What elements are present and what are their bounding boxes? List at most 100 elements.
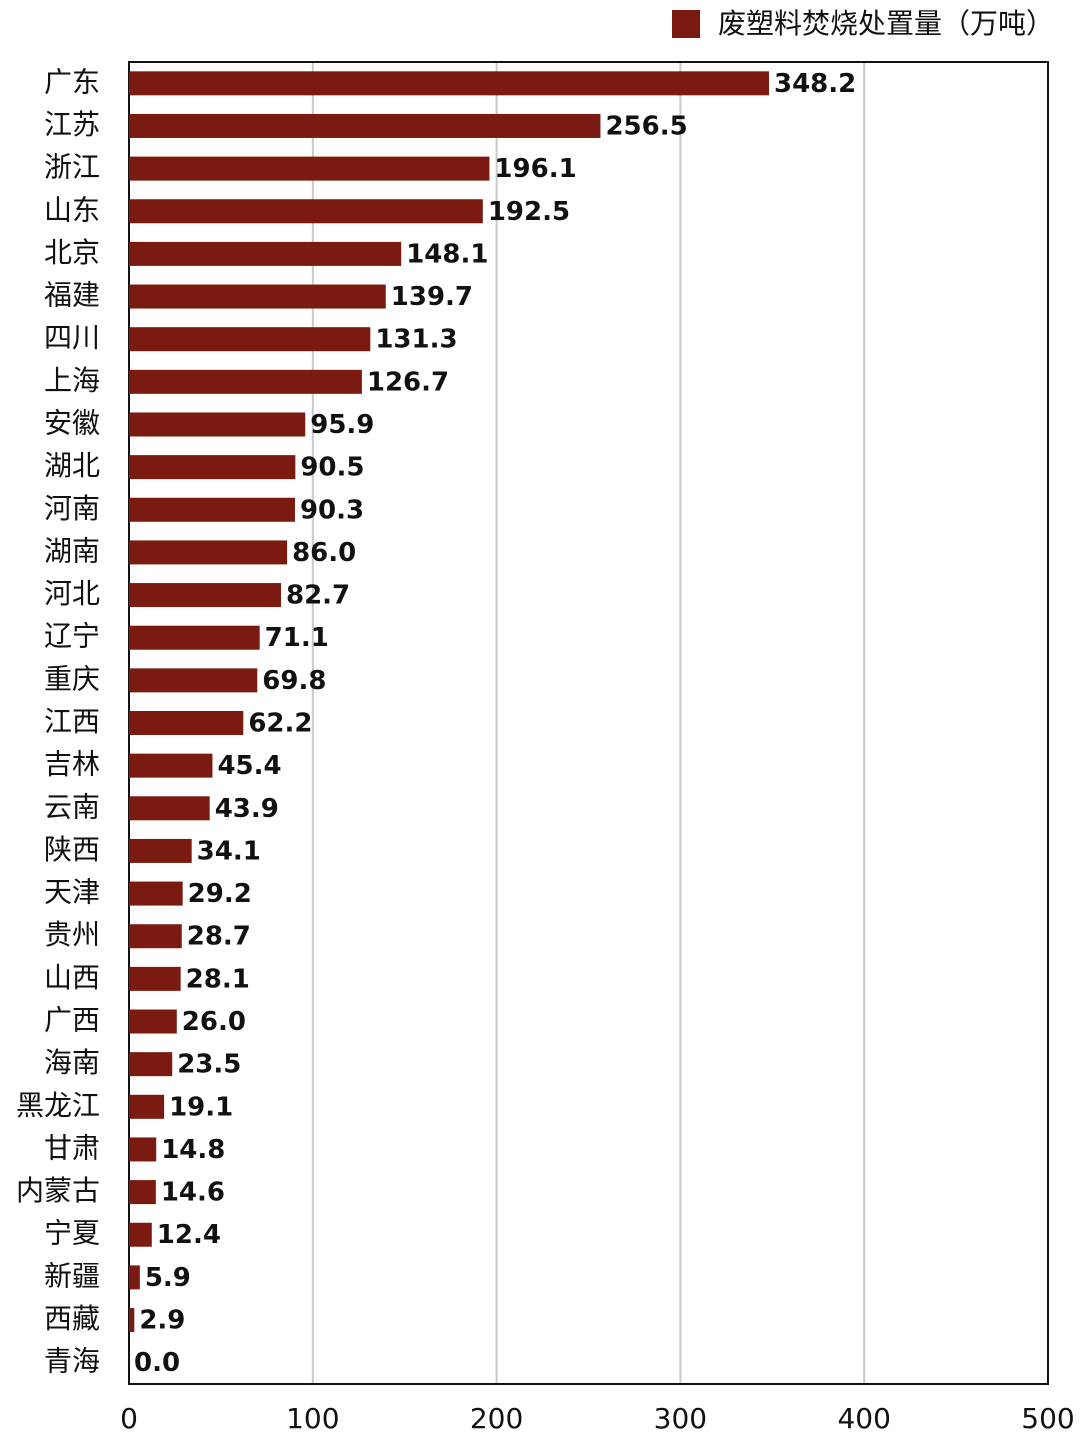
data-label: 82.7 (286, 581, 350, 611)
y-tick-label: 云南 (44, 790, 100, 823)
data-label: 2.9 (139, 1306, 185, 1336)
bar (129, 1137, 157, 1162)
data-label: 34.1 (197, 836, 261, 866)
data-label: 28.1 (186, 964, 250, 994)
y-tick-label: 湖北 (44, 449, 100, 482)
y-tick-label: 山西 (44, 961, 100, 994)
legend-swatch (672, 10, 700, 38)
data-label: 19.1 (169, 1092, 233, 1122)
y-tick-label: 湖南 (44, 534, 100, 567)
y-tick-label: 山东 (44, 193, 100, 226)
bar (129, 796, 210, 821)
bar (129, 583, 282, 608)
bar (129, 156, 490, 181)
bar (129, 1009, 177, 1034)
x-tick-label: 500 (1021, 1402, 1074, 1435)
x-tick-label: 300 (654, 1402, 707, 1435)
data-label: 45.4 (217, 751, 281, 781)
data-label: 196.1 (494, 154, 576, 184)
legend-label: 废塑料焚烧处置量（万吨） (718, 7, 1054, 40)
bar (129, 838, 192, 863)
data-label: 148.1 (406, 239, 488, 269)
y-tick-label: 宁夏 (44, 1217, 100, 1250)
data-label: 14.8 (161, 1135, 225, 1165)
y-tick-label: 福建 (44, 279, 100, 312)
y-tick-label: 新疆 (44, 1259, 100, 1292)
y-tick-label: 陕西 (44, 833, 100, 866)
y-tick-label: 内蒙古 (16, 1174, 100, 1207)
y-tick-label: 北京 (44, 236, 100, 269)
data-label: 26.0 (182, 1007, 246, 1037)
bar (129, 412, 306, 437)
data-label: 12.4 (157, 1220, 221, 1250)
bar (129, 1052, 173, 1077)
data-label: 95.9 (310, 410, 374, 440)
y-tick-label: 安徽 (44, 406, 100, 439)
data-label: 69.8 (262, 666, 326, 696)
x-tick-label: 400 (837, 1402, 890, 1435)
bar (129, 113, 601, 138)
y-tick-label: 浙江 (44, 151, 100, 184)
data-label: 62.2 (248, 709, 312, 739)
y-tick-label: 贵州 (44, 918, 100, 951)
bar (129, 1308, 135, 1333)
bar (129, 711, 244, 735)
data-label: 256.5 (605, 111, 687, 141)
data-label: 29.2 (188, 879, 252, 909)
bar (129, 284, 386, 309)
bar (129, 369, 362, 394)
bar (129, 540, 288, 565)
bar (129, 497, 295, 522)
bar (129, 625, 260, 650)
bar (129, 241, 402, 266)
data-label: 126.7 (367, 367, 449, 397)
y-tick-label: 吉林 (44, 748, 100, 781)
bar (129, 1222, 152, 1247)
y-tick-label: 广西 (44, 1004, 100, 1037)
bar (129, 1180, 156, 1205)
y-tick-label: 江西 (44, 705, 100, 738)
data-label: 90.5 (300, 453, 364, 483)
x-tick-label: 200 (470, 1402, 523, 1435)
bar (129, 71, 769, 96)
bar (129, 199, 483, 224)
y-tick-label: 甘肃 (44, 1131, 100, 1164)
x-tick-label: 0 (120, 1402, 138, 1435)
bar (129, 966, 181, 991)
data-label: 348.2 (774, 69, 856, 99)
y-tick-label: 河南 (44, 492, 100, 525)
y-tick-label: 广东 (44, 65, 100, 98)
data-label: 0.0 (134, 1348, 180, 1378)
data-label: 86.0 (292, 538, 356, 568)
bar (129, 924, 182, 949)
y-tick-label: 辽宁 (44, 620, 100, 653)
bar (129, 753, 213, 778)
bar (129, 881, 183, 906)
bar (129, 327, 371, 352)
y-tick-label: 河北 (44, 577, 100, 610)
y-tick-label: 黑龙江 (16, 1089, 100, 1122)
y-tick-label: 上海 (44, 364, 100, 397)
data-label: 139.7 (391, 282, 473, 312)
x-tick-label: 100 (286, 1402, 339, 1435)
bar (129, 1265, 140, 1290)
y-tick-label: 西藏 (44, 1302, 100, 1335)
bar (129, 1094, 165, 1119)
bar (129, 455, 296, 480)
y-tick-label: 天津 (44, 876, 100, 909)
y-tick-label: 重庆 (44, 662, 100, 695)
y-tick-label: 青海 (44, 1345, 100, 1378)
data-label: 131.3 (375, 325, 457, 355)
data-label: 43.9 (215, 794, 279, 824)
data-label: 90.3 (300, 495, 364, 525)
data-label: 192.5 (488, 197, 570, 227)
y-tick-label: 江苏 (44, 108, 100, 141)
data-label: 28.7 (187, 922, 251, 952)
data-label: 23.5 (177, 1050, 241, 1080)
data-label: 71.1 (265, 623, 329, 653)
bar (129, 668, 258, 693)
y-tick-label: 海南 (44, 1046, 100, 1079)
y-tick-label: 四川 (44, 321, 100, 354)
data-label: 5.9 (145, 1263, 191, 1293)
